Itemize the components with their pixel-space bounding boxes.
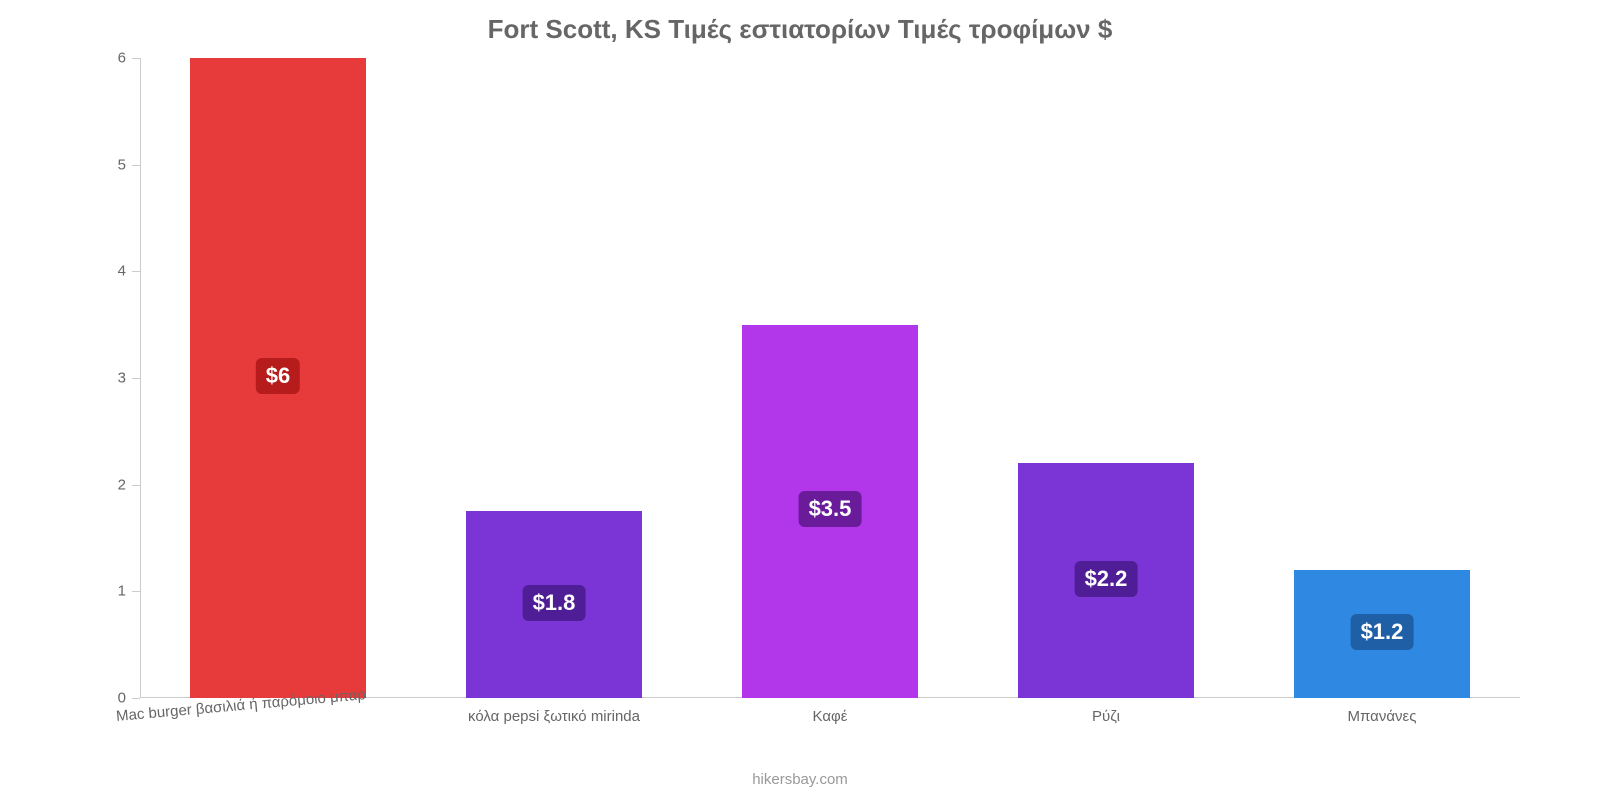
x-tick-label: Μπανάνες — [1348, 708, 1417, 725]
bar: $1.2 — [1294, 570, 1471, 698]
bar-value-label: $3.5 — [799, 491, 862, 527]
attribution-text: hikersbay.com — [0, 771, 1600, 788]
x-tick-label: κόλα pepsi ξωτικό mirinda — [468, 708, 640, 725]
bar-value-label: $1.8 — [523, 585, 586, 621]
bar: $2.2 — [1018, 463, 1195, 698]
y-tick-label: 3 — [118, 370, 126, 387]
bar: $1.8 — [466, 511, 643, 698]
bar: $3.5 — [742, 325, 919, 698]
price-chart: Fort Scott, KS Τιμές εστιατορίων Τιμές τ… — [0, 0, 1600, 800]
y-tick-label: 1 — [118, 583, 126, 600]
y-tick — [132, 165, 140, 166]
y-tick-label: 0 — [118, 690, 126, 707]
y-tick — [132, 591, 140, 592]
y-tick-label: 2 — [118, 476, 126, 493]
y-tick — [132, 271, 140, 272]
y-tick — [132, 698, 140, 699]
chart-title: Fort Scott, KS Τιμές εστιατορίων Τιμές τ… — [0, 0, 1600, 45]
x-tick-label: Καφέ — [813, 708, 848, 725]
bar-value-label: $6 — [256, 358, 300, 394]
y-tick-label: 5 — [118, 156, 126, 173]
y-tick — [132, 485, 140, 486]
x-tick-label: Ρύζι — [1092, 708, 1120, 725]
bar-value-label: $1.2 — [1351, 614, 1414, 650]
bar-value-label: $2.2 — [1075, 561, 1138, 597]
y-tick — [132, 378, 140, 379]
y-tick — [132, 58, 140, 59]
plot-area: $6$1.8$3.5$2.2$1.2 0123456Mac burger βασ… — [140, 58, 1520, 698]
y-tick-label: 6 — [118, 50, 126, 67]
y-tick-label: 4 — [118, 263, 126, 280]
bars-container: $6 $1.8 $3.5 $2.2 $1.2 — [140, 58, 1520, 698]
bar: $6 — [190, 58, 367, 698]
